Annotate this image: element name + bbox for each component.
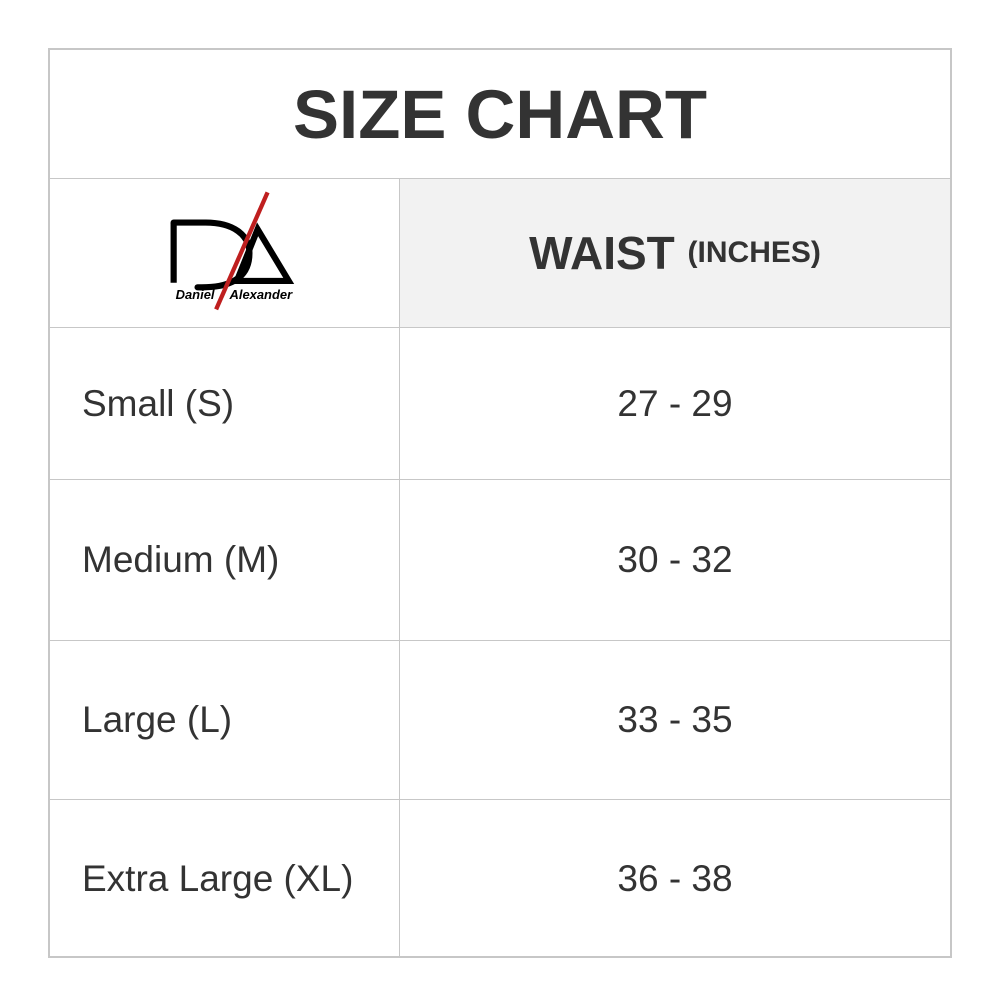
svg-text:Alexander: Alexander — [228, 287, 293, 302]
svg-text:Daniel: Daniel — [176, 287, 215, 302]
